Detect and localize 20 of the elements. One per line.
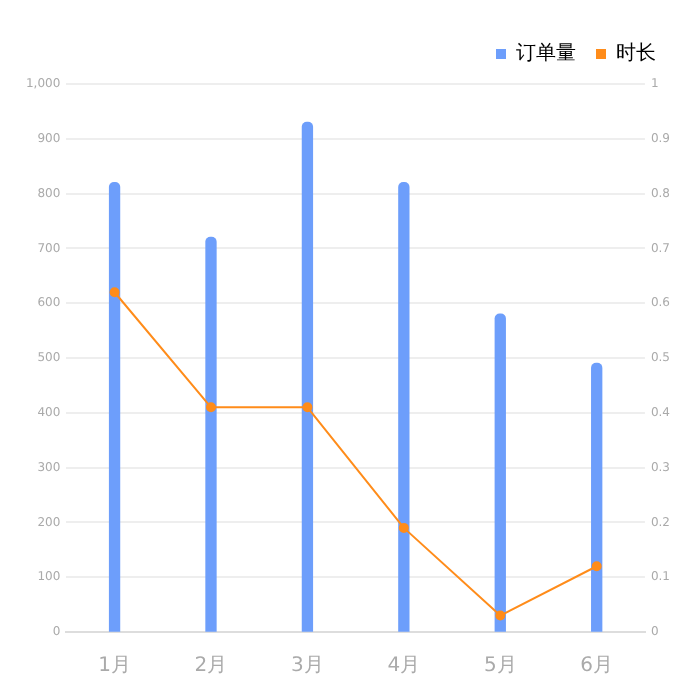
point — [205, 402, 216, 413]
x-tick-label: 2月 — [194, 655, 228, 678]
bar — [591, 362, 603, 632]
x-tick-label: 6月 — [580, 655, 614, 678]
legend-label: 时长 — [616, 41, 656, 66]
x-tick-label: 1月 — [98, 655, 131, 678]
bar — [205, 236, 217, 632]
point — [109, 287, 120, 298]
point — [591, 561, 602, 572]
point — [398, 522, 409, 533]
point — [302, 402, 313, 413]
x-tick-label: 5月 — [483, 655, 517, 678]
bar — [108, 181, 121, 632]
legend-label: 订单量 — [516, 41, 576, 66]
bar — [301, 121, 314, 632]
bar — [494, 313, 506, 632]
point — [495, 610, 506, 621]
bar — [398, 181, 410, 632]
x-tick-label: 3月 — [291, 655, 324, 678]
x-tick-label: 4月 — [387, 655, 421, 678]
